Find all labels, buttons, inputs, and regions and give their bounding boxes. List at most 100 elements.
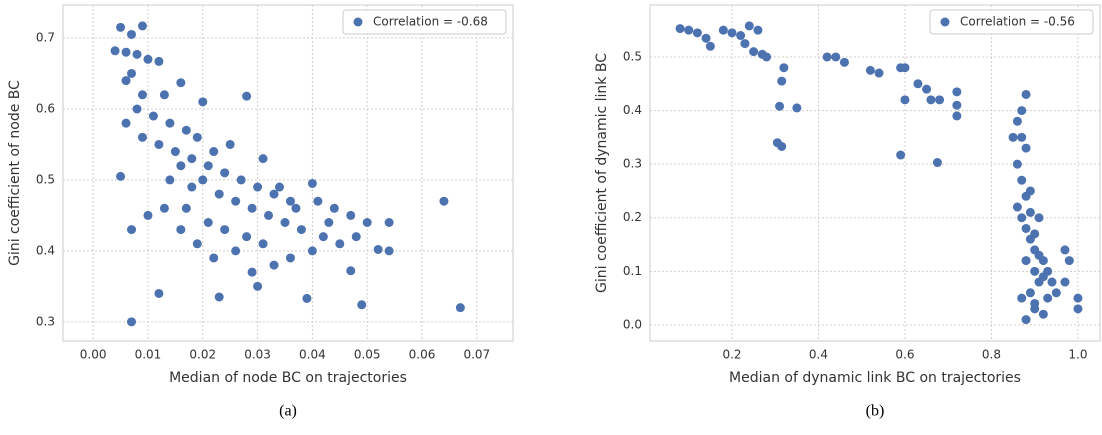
point <box>313 196 323 206</box>
point <box>247 267 257 277</box>
point <box>116 22 126 32</box>
point <box>1038 309 1048 319</box>
point <box>170 147 180 157</box>
x-tick-label: 0.8 <box>982 348 1001 362</box>
x-tick-label: 0.06 <box>409 348 436 362</box>
point <box>269 260 279 270</box>
plot-frame <box>62 4 514 342</box>
point <box>455 303 465 313</box>
point <box>351 232 361 242</box>
point <box>1021 315 1031 325</box>
point <box>187 182 197 192</box>
point <box>1060 245 1070 255</box>
point <box>1047 277 1057 287</box>
point <box>236 175 246 185</box>
point <box>318 232 328 242</box>
point <box>1034 213 1044 223</box>
point <box>214 189 224 199</box>
point <box>1025 288 1035 298</box>
y-tick-label: 0.5 <box>623 49 642 63</box>
point <box>831 52 841 62</box>
point <box>727 28 737 38</box>
point <box>1021 89 1031 99</box>
y-tick-label: 0.3 <box>623 157 642 171</box>
point <box>779 63 789 73</box>
point <box>1017 106 1027 116</box>
plot-frame <box>649 4 1101 342</box>
legend-marker <box>353 17 363 27</box>
point <box>1073 304 1083 314</box>
point <box>247 203 257 213</box>
chart: 0.2 0.4 0.6 0.8 1.0 0.0 0.1 0.2 0.3 0.4 0.5 Median … <box>594 4 1101 420</box>
point <box>302 293 312 303</box>
point <box>165 118 175 128</box>
point <box>1038 256 1048 266</box>
point <box>307 178 317 188</box>
point <box>176 78 186 88</box>
point <box>896 150 906 160</box>
point <box>127 317 137 327</box>
point <box>718 25 728 35</box>
point <box>269 189 279 199</box>
point <box>176 161 186 171</box>
x-tick-label: 1.0 <box>1068 348 1087 362</box>
point <box>137 132 147 142</box>
point <box>692 28 702 38</box>
point <box>675 24 685 34</box>
point <box>198 97 208 107</box>
point <box>280 217 290 227</box>
point <box>121 47 131 57</box>
point <box>192 132 202 142</box>
point <box>203 217 213 227</box>
point <box>1030 266 1040 276</box>
point <box>705 41 715 51</box>
legend-box <box>929 9 1094 35</box>
point <box>203 161 213 171</box>
point <box>744 21 754 31</box>
point <box>913 79 923 89</box>
legend-label: Correlation = -0.56 <box>960 15 1075 29</box>
point <box>701 33 711 43</box>
point <box>154 56 164 66</box>
point <box>116 171 126 181</box>
point <box>1043 266 1053 276</box>
point <box>225 139 235 149</box>
point <box>373 244 383 254</box>
point <box>143 54 153 64</box>
point <box>253 182 263 192</box>
y-tick-label: 0.5 <box>36 172 55 186</box>
point <box>684 25 694 35</box>
point <box>384 246 394 256</box>
point <box>242 91 252 101</box>
point <box>822 52 832 62</box>
point <box>900 95 910 105</box>
point <box>132 49 142 59</box>
point <box>296 225 306 235</box>
point <box>329 203 339 213</box>
point <box>865 65 875 75</box>
point <box>792 103 802 113</box>
point <box>132 104 142 114</box>
y-tick-label: 0.0 <box>623 317 642 331</box>
point <box>242 232 252 242</box>
point <box>952 111 962 121</box>
point <box>291 203 301 213</box>
point <box>127 68 137 78</box>
point <box>148 111 158 121</box>
y-tick-label: 0.2 <box>623 210 642 224</box>
point <box>176 225 186 235</box>
point <box>264 210 274 220</box>
point <box>874 68 884 78</box>
point <box>1030 304 1040 314</box>
point <box>209 253 219 263</box>
x-tick-label: 0.6 <box>895 348 914 362</box>
point <box>952 87 962 97</box>
point <box>1012 116 1022 126</box>
point <box>285 253 295 263</box>
point <box>231 246 241 256</box>
point <box>110 46 120 56</box>
point <box>922 84 932 94</box>
x-tick-label: 0.07 <box>463 348 490 362</box>
point <box>159 203 169 213</box>
y-axis-label: Gini coefficient of dynamic link BC <box>594 53 610 293</box>
